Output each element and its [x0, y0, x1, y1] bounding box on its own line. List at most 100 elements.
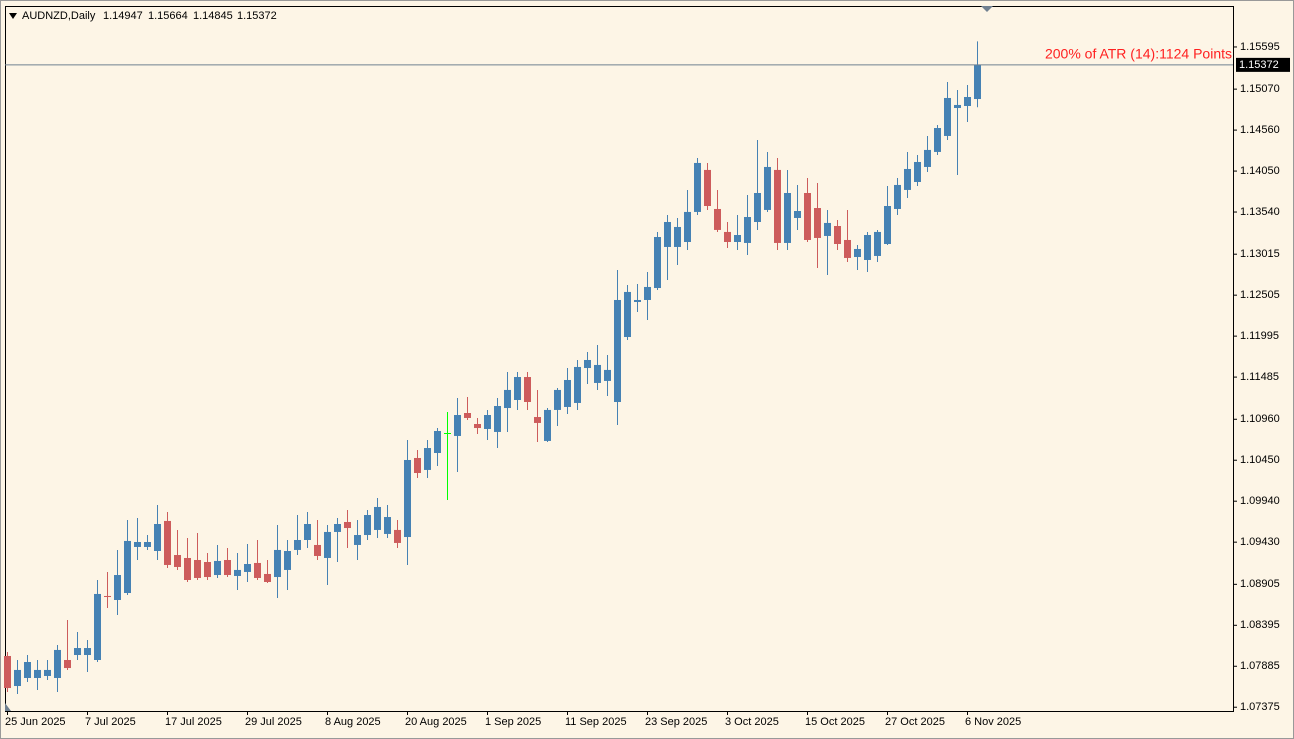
candle-body [194, 559, 201, 578]
candle-body [764, 166, 771, 210]
price-label-box [1236, 57, 1290, 72]
header-high: 1.15664 [148, 10, 188, 22]
candle-body [874, 231, 881, 256]
x-tick-label: 8 Aug 2025 [325, 716, 381, 728]
candle-body [24, 662, 31, 678]
candle-body [494, 406, 501, 432]
candle-body [954, 104, 961, 109]
candle-body [284, 550, 291, 570]
shift-marker [981, 6, 993, 12]
candle-body [624, 291, 631, 338]
candle-body [844, 239, 851, 258]
header-low: 1.14845 [193, 10, 233, 22]
candle-body [474, 424, 481, 429]
candle-body [294, 539, 301, 550]
x-tick-label: 29 Jul 2025 [245, 716, 302, 728]
candle-body [564, 379, 571, 407]
candle-body [794, 210, 801, 218]
x-tick-label: 23 Sep 2025 [645, 716, 707, 728]
price-label: 1.15372 [1239, 59, 1279, 71]
y-tick-label: 1.10450 [1240, 454, 1280, 466]
candle-body [144, 541, 151, 547]
candle-body [864, 235, 871, 260]
candle-body [374, 506, 381, 530]
candle-body [744, 217, 751, 243]
candle-body [44, 669, 51, 676]
candle-body [274, 549, 281, 578]
header-close: 1.15372 [237, 10, 277, 22]
candle-body [174, 555, 181, 567]
candle-body [694, 162, 701, 212]
x-tick-label: 3 Oct 2025 [725, 716, 779, 728]
y-tick-label: 1.09940 [1240, 495, 1280, 507]
candle-body [774, 169, 781, 243]
candle-body [434, 430, 441, 454]
candle-body [94, 593, 101, 660]
candle-body [404, 459, 411, 538]
candle-body [824, 222, 831, 236]
candle-body [714, 208, 721, 230]
candle-body [464, 412, 471, 418]
candle-body [74, 648, 81, 656]
candle-body [244, 564, 251, 572]
candle-body [574, 366, 581, 403]
candle-body [84, 648, 91, 656]
candle-body [444, 433, 451, 435]
candle-body [4, 655, 11, 689]
y-tick-label: 1.11995 [1240, 330, 1279, 342]
candle-body [154, 524, 161, 551]
y-tick-label: 1.13540 [1240, 206, 1280, 218]
candle-body [414, 457, 421, 474]
candle-body [484, 415, 491, 429]
candle-body [784, 192, 791, 243]
candle-body [734, 235, 741, 242]
candle-body [454, 415, 461, 436]
candle-body [674, 226, 681, 247]
x-tick-label: 1 Sep 2025 [485, 716, 541, 728]
candle-body [364, 515, 371, 536]
candle-body [904, 168, 911, 190]
menu-arrow [9, 13, 17, 19]
y-tick-label: 1.08395 [1240, 619, 1280, 631]
x-tick-label: 20 Aug 2025 [405, 716, 467, 728]
candle-body [354, 535, 361, 545]
y-tick-label: 1.15070 [1240, 83, 1280, 95]
candle-body [634, 299, 641, 302]
x-tick-label: 27 Oct 2025 [885, 716, 945, 728]
candle-body [394, 529, 401, 543]
candle-body [384, 517, 391, 534]
candle-body [524, 377, 531, 402]
candle-body [334, 524, 341, 532]
candle-body [924, 149, 931, 167]
x-tick-label: 17 Jul 2025 [165, 716, 222, 728]
candle-body [114, 575, 121, 600]
y-tick-label: 1.07885 [1240, 660, 1280, 672]
candle-body [914, 161, 921, 182]
y-tick-label: 1.08905 [1240, 578, 1280, 590]
x-tick-label: 25 Jun 2025 [5, 716, 66, 728]
candle-body [804, 192, 811, 240]
candle-body [214, 560, 221, 576]
candle-body [724, 231, 731, 242]
candle-body [184, 557, 191, 580]
y-tick-label: 1.09430 [1240, 536, 1280, 548]
candle-body [104, 595, 111, 598]
candle-body [324, 531, 331, 558]
x-tick-label: 11 Sep 2025 [565, 716, 627, 728]
candle-body [504, 389, 511, 409]
candle-body [204, 561, 211, 578]
candle-body [304, 524, 311, 540]
candle-body [14, 669, 21, 687]
x-tick-label: 6 Nov 2025 [965, 716, 1021, 728]
candle-body [584, 359, 591, 369]
candle-body [684, 211, 691, 242]
candle-body [594, 364, 601, 383]
candle-body [544, 409, 551, 441]
candle-body [254, 562, 261, 578]
candle-body [854, 248, 861, 258]
candle-body [64, 659, 71, 669]
candle-body [604, 369, 611, 381]
candle-body [264, 573, 271, 583]
candle-body [614, 299, 621, 402]
